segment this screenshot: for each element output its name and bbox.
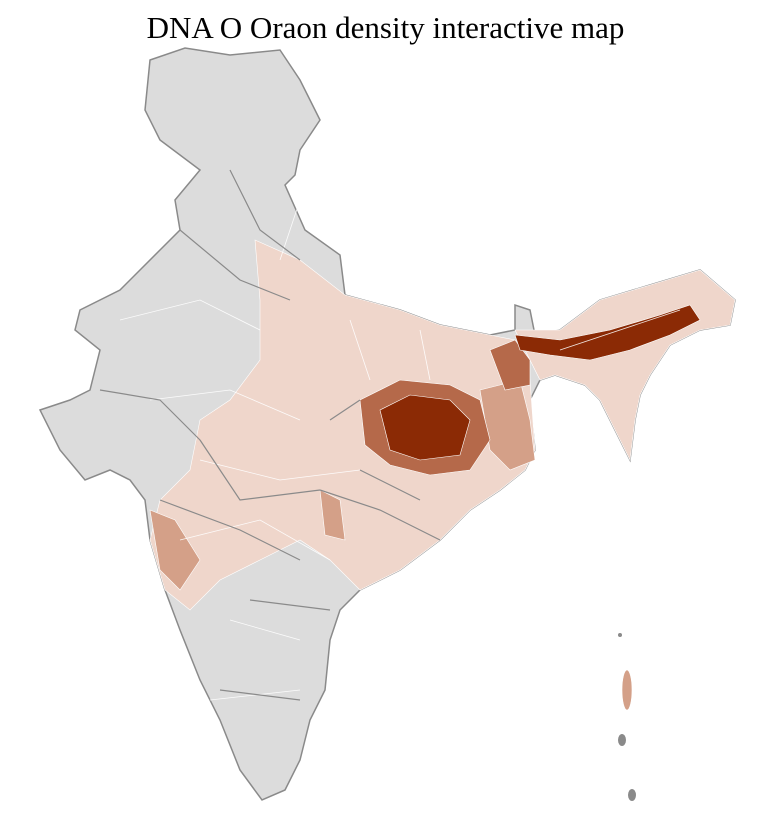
map-title: DNA O Oraon density interactive map: [146, 10, 625, 45]
region-northeast-low-density[interactable]: [514, 269, 736, 462]
region-north-bengal-high[interactable]: [489, 339, 531, 391]
region-maharashtra-medium[interactable]: [149, 509, 201, 591]
region-central-low-density[interactable]: [149, 239, 536, 611]
district-boundaries: [119, 199, 681, 701]
state-boundaries: [99, 169, 441, 701]
andaman-islands[interactable]: [618, 633, 636, 801]
region-chhattisgarh-medium[interactable]: [319, 489, 346, 541]
region-jharkhand-highest[interactable]: [379, 394, 471, 461]
